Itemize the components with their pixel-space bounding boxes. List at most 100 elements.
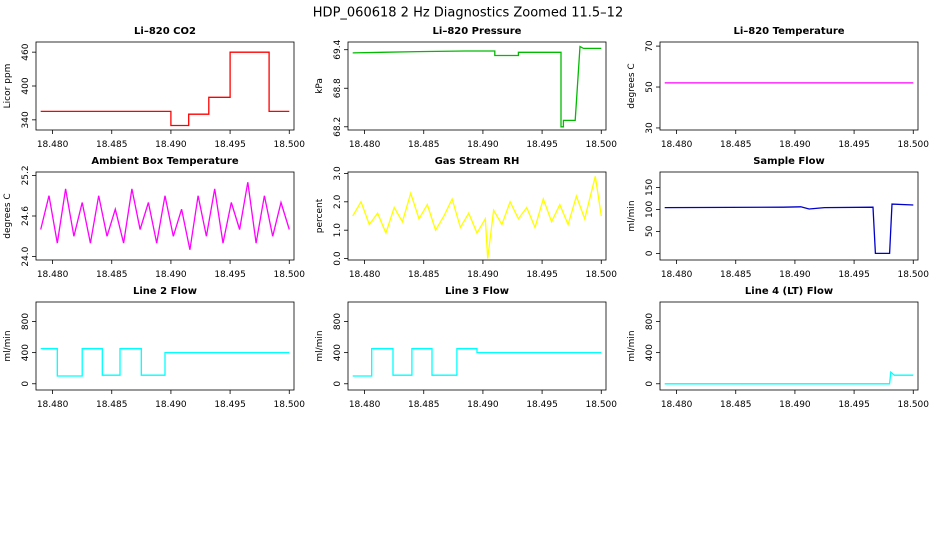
- y-tick-label: 0: [645, 250, 655, 256]
- plot-frame: [347, 41, 607, 131]
- x-tick-label: 18.500: [274, 270, 306, 280]
- data-line: [40, 348, 290, 377]
- x-tick-label: 18.495: [838, 400, 870, 410]
- y-tick-label: 25.2: [21, 165, 31, 185]
- plot-frame: [35, 171, 295, 261]
- y-tick-label: 800: [333, 313, 343, 330]
- x-tick-label: 18.490: [467, 270, 499, 280]
- x-tick-label: 18.480: [349, 140, 381, 150]
- y-tick-label: 3.0: [333, 166, 343, 181]
- y-axis-label: degrees C: [3, 193, 13, 238]
- y-tick-label: 0.0: [333, 251, 343, 266]
- x-tick-label: 18.485: [720, 270, 752, 280]
- x-tick-label: 18.480: [661, 270, 693, 280]
- x-tick-label: 18.495: [214, 140, 246, 150]
- x-tick-label: 18.495: [838, 140, 870, 150]
- x-tick-label: 18.490: [779, 140, 811, 150]
- x-tick-label: 18.480: [661, 140, 693, 150]
- y-axis-label: ml/min: [3, 330, 13, 361]
- x-tick-label: 18.495: [838, 270, 870, 280]
- x-tick-label: 18.480: [37, 140, 69, 150]
- y-tick-label: 0: [333, 381, 343, 387]
- panel-title: Line 3 Flow: [445, 286, 509, 297]
- data-line: [352, 176, 602, 259]
- x-tick-label: 18.500: [586, 270, 618, 280]
- y-tick-label: 460: [21, 43, 31, 60]
- y-tick-label: 800: [645, 313, 655, 330]
- y-tick-label: 69.4: [333, 39, 343, 59]
- y-tick-label: 1.0: [333, 223, 343, 238]
- x-tick-label: 18.495: [526, 270, 558, 280]
- y-tick-label: 100: [645, 201, 655, 218]
- y-axis-label: degrees C: [627, 63, 637, 108]
- panel-title: Li–820 Temperature: [733, 26, 844, 37]
- y-axis-label: kPa: [315, 78, 325, 94]
- x-tick-label: 18.495: [214, 400, 246, 410]
- y-tick-label: 150: [645, 179, 655, 196]
- x-tick-label: 18.495: [214, 270, 246, 280]
- y-axis-label: Licor ppm: [3, 64, 13, 109]
- plot-frame: [35, 301, 295, 391]
- x-tick-label: 18.480: [37, 400, 69, 410]
- x-tick-label: 18.495: [526, 400, 558, 410]
- x-tick-label: 18.485: [720, 400, 752, 410]
- x-tick-label: 18.500: [586, 140, 618, 150]
- x-tick-label: 18.490: [155, 400, 187, 410]
- y-tick-label: 68.8: [333, 78, 343, 98]
- x-tick-label: 18.500: [898, 140, 930, 150]
- x-tick-label: 18.485: [408, 140, 440, 150]
- plot-frame: [347, 171, 607, 261]
- y-tick-label: 340: [21, 111, 31, 128]
- data-line: [40, 182, 290, 250]
- plot-frame: [35, 41, 295, 131]
- y-tick-label: 24.0: [21, 246, 31, 266]
- y-tick-label: 30: [645, 122, 655, 134]
- y-axis-label: ml/min: [315, 330, 325, 361]
- x-tick-label: 18.490: [779, 270, 811, 280]
- y-tick-label: 50: [645, 81, 655, 93]
- panel-title: Gas Stream RH: [435, 156, 520, 167]
- y-tick-label: 24.6: [21, 206, 31, 226]
- x-tick-label: 18.500: [274, 140, 306, 150]
- y-axis-label: ml/min: [627, 200, 637, 231]
- x-tick-label: 18.490: [467, 140, 499, 150]
- x-tick-label: 18.500: [898, 270, 930, 280]
- plot-frame: [659, 41, 919, 131]
- y-axis-label: percent: [315, 198, 325, 233]
- y-tick-label: 0: [645, 381, 655, 387]
- x-tick-label: 18.500: [898, 400, 930, 410]
- x-tick-label: 18.490: [467, 400, 499, 410]
- x-tick-label: 18.485: [96, 270, 128, 280]
- x-tick-label: 18.480: [37, 270, 69, 280]
- x-tick-label: 18.485: [408, 400, 440, 410]
- panel-title: Li–820 CO2: [134, 26, 196, 37]
- y-tick-label: 70: [645, 40, 655, 52]
- x-tick-label: 18.490: [155, 270, 187, 280]
- plot-frame: [659, 301, 919, 391]
- x-tick-label: 18.480: [349, 400, 381, 410]
- y-axis-label: ml/min: [627, 330, 637, 361]
- data-line: [40, 51, 290, 127]
- y-tick-label: 400: [645, 344, 655, 361]
- x-tick-label: 18.495: [526, 140, 558, 150]
- x-tick-label: 18.485: [96, 400, 128, 410]
- page-title: HDP_060618 2 Hz Diagnostics Zoomed 11.5–…: [313, 6, 623, 21]
- panel-title: Line 2 Flow: [133, 286, 197, 297]
- y-tick-label: 400: [21, 344, 31, 361]
- x-tick-label: 18.485: [408, 270, 440, 280]
- data-line: [352, 45, 602, 128]
- data-line: [352, 348, 602, 377]
- panel-title: Line 4 (LT) Flow: [745, 286, 833, 297]
- x-tick-label: 18.485: [96, 140, 128, 150]
- x-tick-label: 18.485: [720, 140, 752, 150]
- x-tick-label: 18.480: [661, 400, 693, 410]
- x-tick-label: 18.500: [274, 400, 306, 410]
- plot-frame: [347, 301, 607, 391]
- panel-title: Ambient Box Temperature: [91, 156, 238, 167]
- y-tick-label: 800: [21, 313, 31, 330]
- data-line: [664, 203, 914, 255]
- x-tick-label: 18.480: [349, 270, 381, 280]
- y-tick-label: 50: [645, 225, 655, 237]
- plot-frame: [659, 171, 919, 261]
